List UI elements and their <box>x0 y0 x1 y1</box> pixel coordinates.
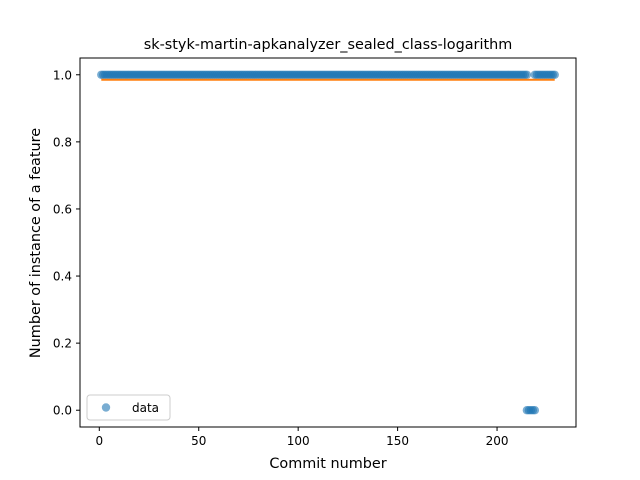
legend-box <box>86 394 171 421</box>
y-tick-label: 0.8 <box>53 135 72 149</box>
data-point <box>530 406 540 415</box>
y-tick-label: 0.2 <box>53 337 72 351</box>
legend-marker <box>101 403 111 412</box>
y-axis-label: Number of instance of a feature <box>28 128 44 358</box>
x-tick-label: 150 <box>386 434 409 448</box>
x-tick-label: 0 <box>95 434 103 448</box>
y-tick-label: 0.0 <box>53 404 72 418</box>
x-tick-label: 200 <box>486 434 509 448</box>
data-point <box>550 70 559 79</box>
y-tick-label: 0.4 <box>53 270 72 284</box>
axes-frame <box>79 57 577 428</box>
y-tick-label: 1.0 <box>53 68 72 82</box>
chart-title: sk-styk-martin-apkanalyzer_sealed_class-… <box>144 37 512 53</box>
x-tick-label: 50 <box>191 434 206 448</box>
legend-label: data <box>132 401 159 415</box>
data-point <box>522 70 532 79</box>
x-axis-label: Commit number <box>269 456 386 472</box>
y-tick-label: 0.6 <box>53 202 72 216</box>
plot-area: 0 50 100 150 200 0.0 0.2 0.4 0.6 0.8 1.0 data <box>53 57 577 448</box>
x-tick-label: 100 <box>287 434 310 448</box>
